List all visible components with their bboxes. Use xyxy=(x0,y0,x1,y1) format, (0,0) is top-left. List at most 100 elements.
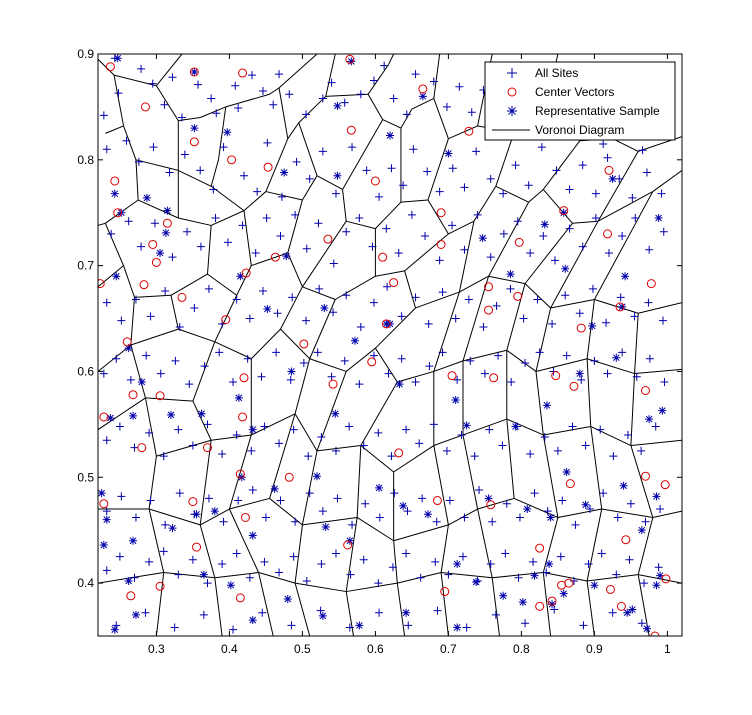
representative-sample-point xyxy=(137,378,146,387)
all-sites-point xyxy=(102,145,111,154)
voronoi-edge xyxy=(258,572,274,636)
center-vector-point xyxy=(346,125,356,135)
representative-sample-point xyxy=(395,380,404,389)
representative-sample-point xyxy=(320,303,329,312)
voronoi-edge xyxy=(243,210,252,266)
center-vector-point xyxy=(113,208,123,218)
voronoi-edge xyxy=(199,508,230,526)
voronoi-edge xyxy=(280,286,303,330)
all-sites-point xyxy=(275,568,284,577)
all-sites-point xyxy=(444,570,453,579)
all-sites-point xyxy=(145,557,154,566)
center-vector-point xyxy=(284,472,294,482)
all-sites-point xyxy=(645,245,654,254)
all-sites-point xyxy=(542,568,551,577)
center-vector-point xyxy=(148,239,158,249)
all-sites-point xyxy=(524,181,533,190)
voronoi-edge xyxy=(214,295,238,343)
all-sites-point xyxy=(374,579,383,588)
voronoi-edge xyxy=(448,220,475,235)
representative-sample-point xyxy=(451,396,460,405)
voronoi-edge xyxy=(572,220,599,224)
voronoi-edge xyxy=(433,54,441,99)
voronoi-edge xyxy=(586,508,603,582)
all-sites-point xyxy=(331,189,340,198)
representative-sample-point xyxy=(350,336,359,345)
center-vector-point xyxy=(238,412,248,422)
all-sites-point xyxy=(234,103,243,112)
all-sites-point xyxy=(451,314,460,323)
all-sites-point xyxy=(596,425,605,434)
all-sites-point xyxy=(548,319,557,328)
all-sites-point xyxy=(348,143,357,152)
voronoi-edge xyxy=(170,273,208,296)
all-sites-point xyxy=(470,452,479,461)
representative-sample-point xyxy=(124,576,133,585)
center-vector-point xyxy=(235,593,245,603)
center-vector-point xyxy=(551,371,561,381)
center-vector-point xyxy=(221,315,231,325)
voronoi-edge xyxy=(652,510,682,518)
representative-sample-point xyxy=(131,610,140,619)
voronoi-edge xyxy=(287,199,303,254)
all-sites-point xyxy=(107,229,116,238)
all-sites-point xyxy=(285,90,294,99)
voronoi-edge xyxy=(477,497,515,510)
y-tick-label: 0.6 xyxy=(77,364,94,378)
all-sites-point xyxy=(657,189,666,198)
all-sites-point xyxy=(404,621,413,630)
voronoi-edge xyxy=(382,119,402,129)
all-sites-point xyxy=(215,348,224,357)
all-sites-point xyxy=(424,319,433,328)
voronoi-edge xyxy=(393,540,398,584)
voronoi-edge xyxy=(360,381,398,446)
all-sites-point xyxy=(305,174,314,183)
all-sites-point xyxy=(359,441,368,450)
center-vector-point xyxy=(535,543,545,553)
voronoi-edge xyxy=(597,151,639,222)
center-vector-point xyxy=(203,443,212,453)
x-tick-label: 0.9 xyxy=(586,642,603,656)
all-sites-point xyxy=(565,224,574,233)
all-sites-point xyxy=(229,378,238,387)
all-sites-point xyxy=(124,217,133,226)
all-sites-point xyxy=(535,348,544,357)
center-vector-point xyxy=(661,574,671,584)
voronoi-edge xyxy=(427,199,449,235)
center-vector-point xyxy=(514,237,524,247)
all-sites-point xyxy=(304,452,313,461)
representative-sample-point xyxy=(192,510,201,519)
center-vector-point xyxy=(660,480,670,490)
all-sites-point xyxy=(190,303,199,312)
voronoi-edge xyxy=(458,221,475,293)
voronoi-edge xyxy=(316,445,361,452)
all-sites-point xyxy=(145,428,154,437)
y-axis-ticks: 0.4 0.5 0.6 0.7 0.8 0.9 xyxy=(77,47,682,590)
representative-sample-point xyxy=(548,600,557,609)
all-sites-point xyxy=(388,563,397,572)
voronoi-edge xyxy=(433,360,464,372)
all-sites-point xyxy=(171,356,180,365)
all-sites-point xyxy=(488,517,497,526)
all-sites-point xyxy=(383,282,392,291)
all-sites-point xyxy=(149,143,158,152)
center-vector-point xyxy=(235,469,245,479)
all-sites-point xyxy=(219,517,228,526)
representative-sample-point xyxy=(129,411,138,420)
center-vector-point xyxy=(270,252,280,262)
voronoi-edge xyxy=(634,368,682,375)
representative-sample-point xyxy=(223,128,232,137)
all-sites-point xyxy=(640,579,649,588)
all-sites-point xyxy=(659,316,668,325)
all-sites-point xyxy=(519,314,528,323)
representative-sample-point xyxy=(561,264,570,273)
voronoi-edge xyxy=(229,497,270,510)
all-sites-point xyxy=(623,430,632,439)
representative-sample-point xyxy=(518,598,527,607)
all-sites-point xyxy=(411,70,420,79)
all-sites-point xyxy=(438,288,447,297)
center-vector-point xyxy=(486,500,496,510)
representative-sample-point xyxy=(282,252,291,261)
all-sites-point xyxy=(399,181,408,190)
representative-sample-point xyxy=(99,540,108,549)
